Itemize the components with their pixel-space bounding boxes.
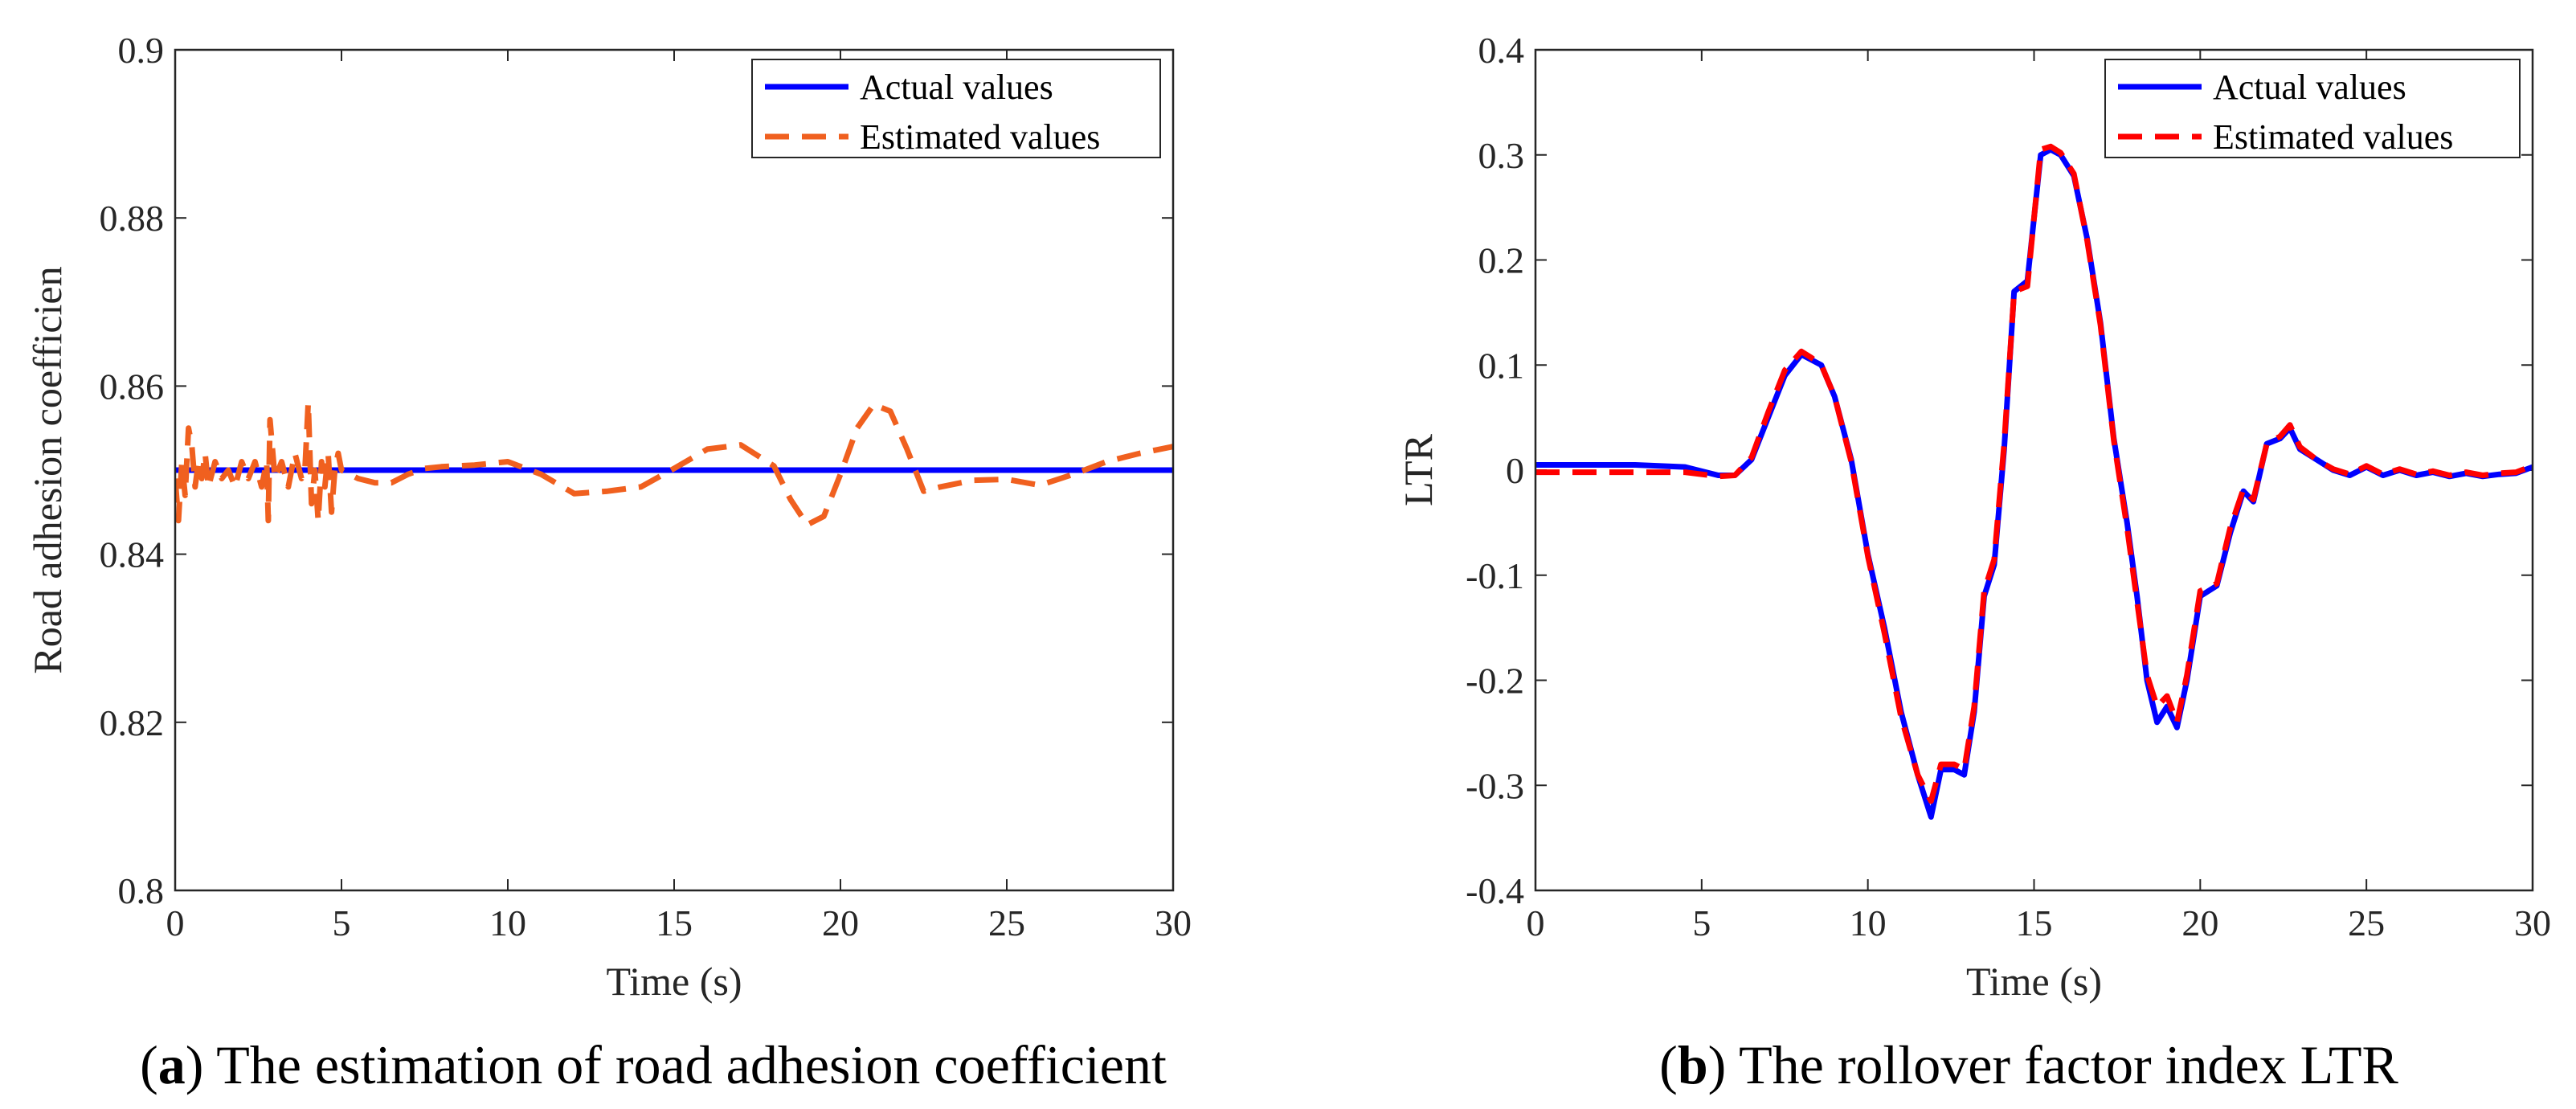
y-tick-label: 0.88 bbox=[100, 198, 165, 239]
y-tick-label: 0 bbox=[1506, 450, 1524, 491]
y-tick-label: 0.82 bbox=[100, 702, 165, 743]
legend-box bbox=[2104, 59, 2521, 158]
caption-letter: a bbox=[158, 1034, 186, 1095]
y-tick-label: 0.84 bbox=[100, 534, 165, 575]
x-tick-label: 5 bbox=[333, 902, 351, 943]
panel-caption: (b) The rollover factor index LTR bbox=[1659, 1034, 2398, 1095]
legend-label: Actual values bbox=[860, 68, 1053, 107]
y-tick-label: 0.3 bbox=[1478, 135, 1525, 176]
legend-label: Estimated values bbox=[860, 117, 1100, 157]
x-tick-label: 25 bbox=[2348, 902, 2385, 943]
y-axis-label: Road adhesion coefficien bbox=[25, 266, 70, 673]
series-line-estimated bbox=[1535, 143, 2533, 804]
caption-text: The estimation of road adhesion coeffici… bbox=[216, 1034, 1167, 1095]
x-tick-label: 10 bbox=[1850, 902, 1887, 943]
legend-box bbox=[751, 59, 1161, 158]
caption-open-paren: ( bbox=[1659, 1034, 1678, 1095]
x-tick-label: 15 bbox=[2016, 902, 2053, 943]
y-tick-label: -0.4 bbox=[1466, 870, 1524, 911]
legend-label: Estimated values bbox=[2213, 117, 2453, 157]
axes-frame bbox=[1534, 48, 2534, 892]
x-axis-label: Time (s) bbox=[1966, 959, 2102, 1004]
panel-caption: (a) The estimation of road adhesion coef… bbox=[140, 1034, 1167, 1095]
y-tick-label: 0.86 bbox=[100, 366, 165, 407]
y-tick-label: -0.1 bbox=[1466, 555, 1524, 596]
caption-text: The rollover factor index LTR bbox=[1739, 1034, 2398, 1095]
axes-frame bbox=[174, 48, 1175, 892]
y-tick-label: 0.2 bbox=[1478, 240, 1525, 281]
panel-a: 0 5 10 15 20 25 30 0.8 0.82 0.84 0.86 0.88 0.9 Time (… bbox=[25, 30, 1192, 1095]
x-tick-label: 10 bbox=[489, 902, 526, 943]
series-group bbox=[1535, 143, 2533, 820]
caption-close-paren: ) bbox=[186, 1034, 216, 1095]
x-tick-label: 30 bbox=[2514, 902, 2551, 943]
y-tick-label: 0.1 bbox=[1478, 345, 1525, 386]
x-tick-label: 15 bbox=[656, 902, 693, 943]
x-tick-label: 20 bbox=[822, 902, 859, 943]
x-axis-label: Time (s) bbox=[606, 959, 742, 1004]
y-tick-label: 0.8 bbox=[118, 870, 165, 911]
y-tick-label: -0.3 bbox=[1466, 765, 1524, 806]
x-tick-label: 25 bbox=[988, 902, 1025, 943]
panel-b: 0 5 10 15 20 25 30 -0.4 -0.3 -0.2 -0.1 0 0.1 0.2 0.3 0.… bbox=[1396, 30, 2551, 1095]
x-tick-label: 30 bbox=[1155, 902, 1192, 943]
y-tick-label: 0.9 bbox=[118, 30, 165, 71]
legend-label: Actual values bbox=[2213, 68, 2406, 107]
caption-letter: b bbox=[1678, 1034, 1708, 1095]
y-axis-label: LTR bbox=[1396, 433, 1441, 505]
x-tick-label: 0 bbox=[166, 902, 185, 943]
series-line-estimated bbox=[175, 399, 1173, 528]
caption-close-paren: ) bbox=[1708, 1034, 1739, 1095]
y-tick-label: 0.4 bbox=[1478, 30, 1525, 71]
x-tick-label: 20 bbox=[2181, 902, 2218, 943]
caption-open-paren: ( bbox=[140, 1034, 158, 1095]
series-group bbox=[175, 399, 1173, 528]
y-tick-label: -0.2 bbox=[1466, 661, 1524, 702]
x-tick-label: 0 bbox=[1527, 902, 1545, 943]
x-tick-label: 5 bbox=[1692, 902, 1711, 943]
